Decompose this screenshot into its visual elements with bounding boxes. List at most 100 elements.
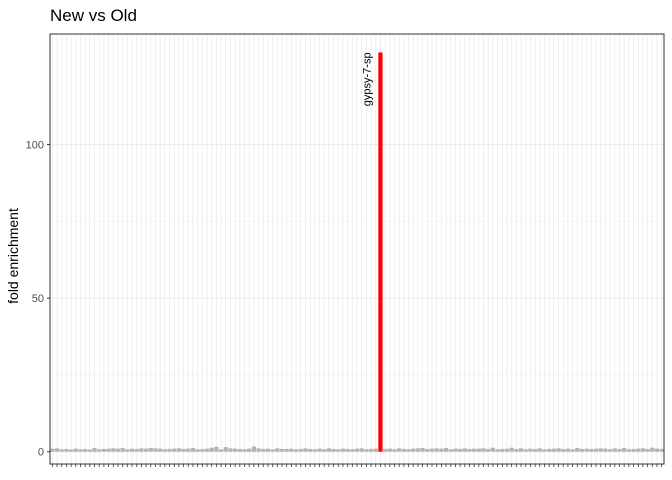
bar: [270, 449, 275, 452]
bar: [228, 448, 233, 452]
bar: [237, 448, 242, 452]
bar: [383, 448, 388, 452]
bar: [626, 449, 631, 452]
bars: [50, 52, 664, 452]
bar: [593, 448, 599, 452]
bar: [247, 448, 252, 452]
bar: [476, 448, 481, 452]
bar: [547, 448, 552, 452]
annotations: gypsy-7-sp: [361, 52, 373, 106]
y-tick-label: 0: [38, 447, 44, 459]
bar: [392, 449, 397, 452]
bar: [101, 448, 107, 452]
bar: [467, 448, 472, 452]
bar: [59, 449, 64, 452]
bar: [200, 448, 205, 452]
bar: [368, 448, 374, 452]
bar: [443, 448, 449, 452]
bar: [83, 448, 88, 452]
bar: [429, 448, 435, 452]
bar: [570, 449, 575, 452]
bar: [354, 448, 360, 452]
bar: [453, 448, 458, 452]
bar: [575, 448, 580, 452]
bar: [251, 446, 256, 452]
bar: [106, 448, 111, 452]
bar: [308, 448, 313, 452]
bar: [134, 448, 139, 452]
bar: [645, 448, 650, 452]
bar: [411, 448, 416, 452]
bar: [359, 448, 364, 452]
bar: [298, 448, 303, 452]
bar: [439, 448, 444, 452]
bar: [603, 448, 608, 452]
bar: [195, 449, 200, 452]
bar: [622, 448, 627, 452]
bar: [64, 448, 69, 452]
x-axis: [51, 464, 663, 467]
bar: [275, 448, 280, 452]
bar: [204, 448, 210, 452]
bar: [518, 448, 524, 452]
bar: [186, 448, 191, 452]
bar: [345, 448, 350, 452]
bar: [481, 448, 486, 452]
bar: [523, 449, 528, 452]
bar: [551, 448, 556, 452]
bar: [528, 448, 533, 452]
bar: [607, 449, 613, 452]
bar: [462, 448, 467, 452]
bar: [532, 448, 538, 452]
bar: [495, 449, 500, 452]
bar: [659, 448, 664, 452]
bar: [364, 449, 369, 452]
bar: [218, 449, 224, 452]
bar: [331, 448, 336, 452]
bar: [584, 448, 589, 452]
bar: [425, 448, 430, 452]
bar: [172, 448, 177, 452]
bar: [514, 448, 519, 452]
bar: [598, 448, 603, 452]
bar: [158, 448, 163, 452]
bar: [486, 448, 491, 452]
bar: [97, 449, 102, 452]
bar: [542, 449, 547, 452]
bar: [181, 448, 186, 452]
bar: [640, 448, 646, 452]
bar: [434, 448, 439, 452]
bar: [68, 449, 74, 452]
bar: [111, 448, 116, 452]
bar: [153, 448, 158, 452]
bar: [242, 449, 247, 452]
bar: [143, 448, 149, 452]
bar: [401, 448, 406, 452]
bar: [120, 448, 125, 452]
bar: [500, 448, 505, 452]
bar: [162, 449, 167, 452]
bar: [176, 448, 182, 452]
bar: [139, 448, 144, 452]
bar: [490, 447, 496, 452]
bar: [504, 448, 510, 452]
bar: [284, 448, 289, 452]
bar: [612, 448, 617, 452]
bar: [556, 448, 561, 452]
bar: [115, 448, 121, 452]
bar: [289, 448, 294, 452]
gridlines: [50, 34, 664, 464]
y-axis: 0 50 100: [26, 140, 50, 459]
bar: [303, 448, 308, 452]
y-axis-label: fold enrichment: [5, 208, 21, 304]
bar: [415, 448, 421, 452]
bar: [54, 448, 60, 452]
bar: [406, 449, 411, 452]
bar: [336, 449, 341, 452]
bar: [73, 448, 78, 452]
bar: [654, 448, 660, 452]
bar: [312, 449, 317, 452]
bar: [350, 449, 355, 452]
bar: [92, 448, 97, 452]
bar: [397, 448, 402, 452]
